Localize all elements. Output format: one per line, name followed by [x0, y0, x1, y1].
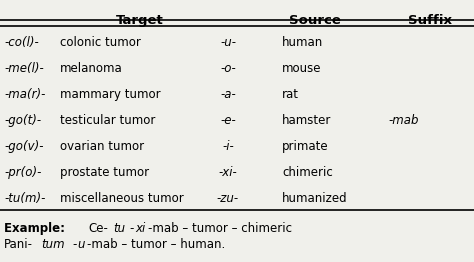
Text: -e-: -e-	[220, 114, 236, 127]
Text: Ce-: Ce-	[88, 222, 108, 235]
Text: Example:: Example:	[4, 222, 69, 235]
Text: Source: Source	[289, 14, 341, 27]
Text: miscellaneous tumor: miscellaneous tumor	[60, 192, 184, 205]
Text: -mab: -mab	[388, 114, 419, 127]
Text: colonic tumor: colonic tumor	[60, 36, 141, 49]
Text: -u-: -u-	[220, 36, 236, 49]
Text: rat: rat	[282, 88, 299, 101]
Text: chimeric: chimeric	[282, 166, 333, 179]
Text: -go(v)-: -go(v)-	[4, 140, 44, 153]
Text: humanized: humanized	[282, 192, 347, 205]
Text: human: human	[282, 36, 323, 49]
Text: -zu-: -zu-	[217, 192, 239, 205]
Text: testicular tumor: testicular tumor	[60, 114, 155, 127]
Text: tu: tu	[114, 222, 126, 235]
Text: hamster: hamster	[282, 114, 331, 127]
Text: -co(l)-: -co(l)-	[4, 36, 39, 49]
Text: melanoma: melanoma	[60, 62, 123, 75]
Text: -tu(m)-: -tu(m)-	[4, 192, 46, 205]
Text: Pani-: Pani-	[4, 238, 33, 251]
Text: -a-: -a-	[220, 88, 236, 101]
Text: -: -	[129, 222, 134, 235]
Text: mouse: mouse	[282, 62, 321, 75]
Text: xi: xi	[135, 222, 145, 235]
Text: -i-: -i-	[222, 140, 234, 153]
Text: -ma(r)-: -ma(r)-	[4, 88, 46, 101]
Text: Suffix: Suffix	[408, 14, 452, 27]
Text: -xi-: -xi-	[219, 166, 237, 179]
Text: -pr(o)-: -pr(o)-	[4, 166, 41, 179]
Text: primate: primate	[282, 140, 328, 153]
Text: tum: tum	[41, 238, 65, 251]
Text: -: -	[72, 238, 76, 251]
Text: u: u	[78, 238, 85, 251]
Text: -o-: -o-	[220, 62, 236, 75]
Text: -mab – tumor – chimeric: -mab – tumor – chimeric	[148, 222, 292, 235]
Text: prostate tumor: prostate tumor	[60, 166, 149, 179]
Text: mammary tumor: mammary tumor	[60, 88, 161, 101]
Text: -mab – tumor – human.: -mab – tumor – human.	[87, 238, 226, 251]
Text: -go(t)-: -go(t)-	[4, 114, 41, 127]
Text: ovarian tumor: ovarian tumor	[60, 140, 144, 153]
Text: -me(l)-: -me(l)-	[4, 62, 44, 75]
Text: Target: Target	[116, 14, 164, 27]
